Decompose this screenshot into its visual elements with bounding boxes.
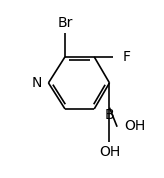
Text: B: B <box>105 108 114 122</box>
Text: N: N <box>32 76 42 90</box>
Text: OH: OH <box>99 145 120 159</box>
Text: OH: OH <box>125 119 146 133</box>
Text: Br: Br <box>57 16 73 30</box>
Text: F: F <box>122 50 130 64</box>
